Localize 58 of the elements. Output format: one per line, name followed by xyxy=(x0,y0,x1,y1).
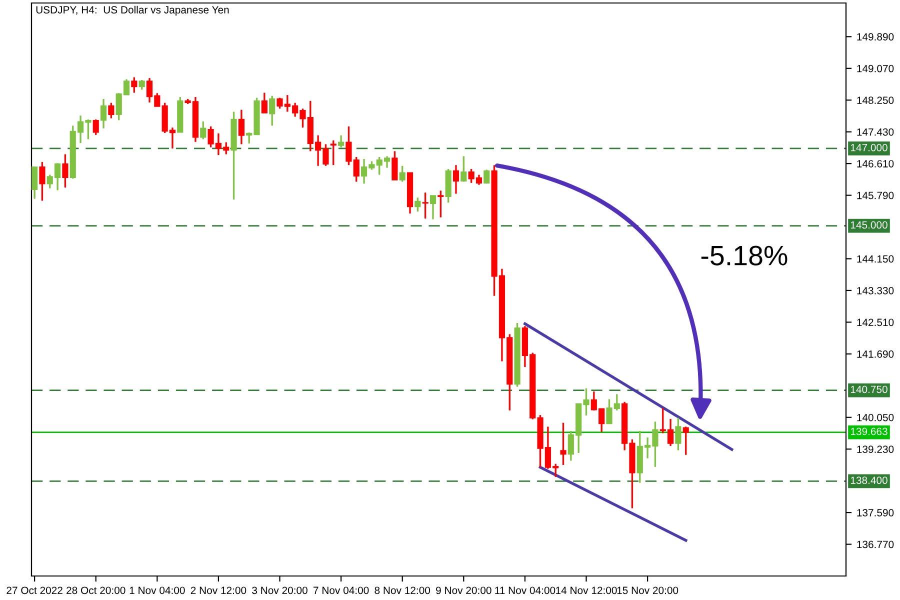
candlestick xyxy=(560,422,566,466)
ref-line-label: 147.000 xyxy=(850,144,888,152)
y-tick-label: 139.230 xyxy=(857,446,894,453)
x-tick-label: 28 Oct 20:00 xyxy=(66,586,126,594)
y-tick-label: 149.070 xyxy=(857,64,894,72)
candlestick xyxy=(422,192,428,220)
candlestick xyxy=(460,155,467,183)
y-tick-label: 149.890 xyxy=(857,33,894,41)
candlestick xyxy=(100,98,107,130)
x-tick-label: 1 Nov 04:00 xyxy=(130,586,185,594)
y-tick-label: 140.050 xyxy=(857,414,894,422)
ref-line-label: 139.663 xyxy=(850,428,888,436)
candlestick xyxy=(62,153,68,188)
candlestick xyxy=(131,76,138,94)
x-tick-label: 27 Oct 2022 xyxy=(6,586,62,594)
x-tick-label: 7 Nov 04:00 xyxy=(314,586,369,594)
y-tick-label: 141.690 xyxy=(857,350,894,358)
x-tick-label: 8 Nov 12:00 xyxy=(374,586,430,594)
y-tick-label: 145.790 xyxy=(857,192,894,200)
y-tick-label: 147.430 xyxy=(857,128,894,136)
x-tick-label: 3 Nov 20:00 xyxy=(252,586,308,594)
candlestick xyxy=(484,168,490,185)
annotation: -5.18% xyxy=(701,246,788,266)
candlestick xyxy=(108,102,114,120)
x-tick-label: 2 Nov 12:00 xyxy=(190,586,246,594)
x-tick-label: 9 Nov 20:00 xyxy=(436,586,492,594)
x-tick-label: 14 Nov 12:00 xyxy=(556,586,617,594)
y-tick-label: 136.770 xyxy=(857,540,894,548)
candlestick xyxy=(438,190,444,218)
x-tick-label: 15 Nov 20:00 xyxy=(617,586,678,594)
candlestick xyxy=(39,161,46,202)
candlestick xyxy=(261,92,268,114)
candlestick xyxy=(452,164,460,195)
candlestick xyxy=(330,140,336,166)
candlestick xyxy=(682,426,689,456)
candlestick xyxy=(238,108,244,146)
y-tick-label: 144.150 xyxy=(857,255,894,263)
candlestick xyxy=(338,134,344,148)
y-tick-label: 143.330 xyxy=(857,286,894,294)
candlestick xyxy=(269,95,276,126)
ref-line-label: 145.000 xyxy=(850,221,888,229)
candlestick xyxy=(138,79,145,90)
chart-title: USDJPY, H4: US Dollar vs Japanese Yen xyxy=(36,6,229,16)
candlestick xyxy=(414,196,421,212)
candlestick xyxy=(200,120,206,140)
candlestick xyxy=(675,416,682,452)
candlestick xyxy=(430,194,436,220)
candlestick xyxy=(32,166,38,200)
x-tick-label: 11 Nov 04:00 xyxy=(495,586,556,594)
y-tick-label: 137.590 xyxy=(857,509,894,516)
candlestick xyxy=(92,118,99,136)
candlestick xyxy=(392,150,398,181)
y-tick-label: 148.250 xyxy=(857,96,894,104)
ref-line-label: 140.750 xyxy=(850,386,888,394)
y-tick-label: 142.510 xyxy=(857,318,894,326)
y-tick-label: 146.610 xyxy=(857,160,894,168)
candlestick xyxy=(399,165,406,183)
ref-line-label: 138.400 xyxy=(850,476,888,484)
